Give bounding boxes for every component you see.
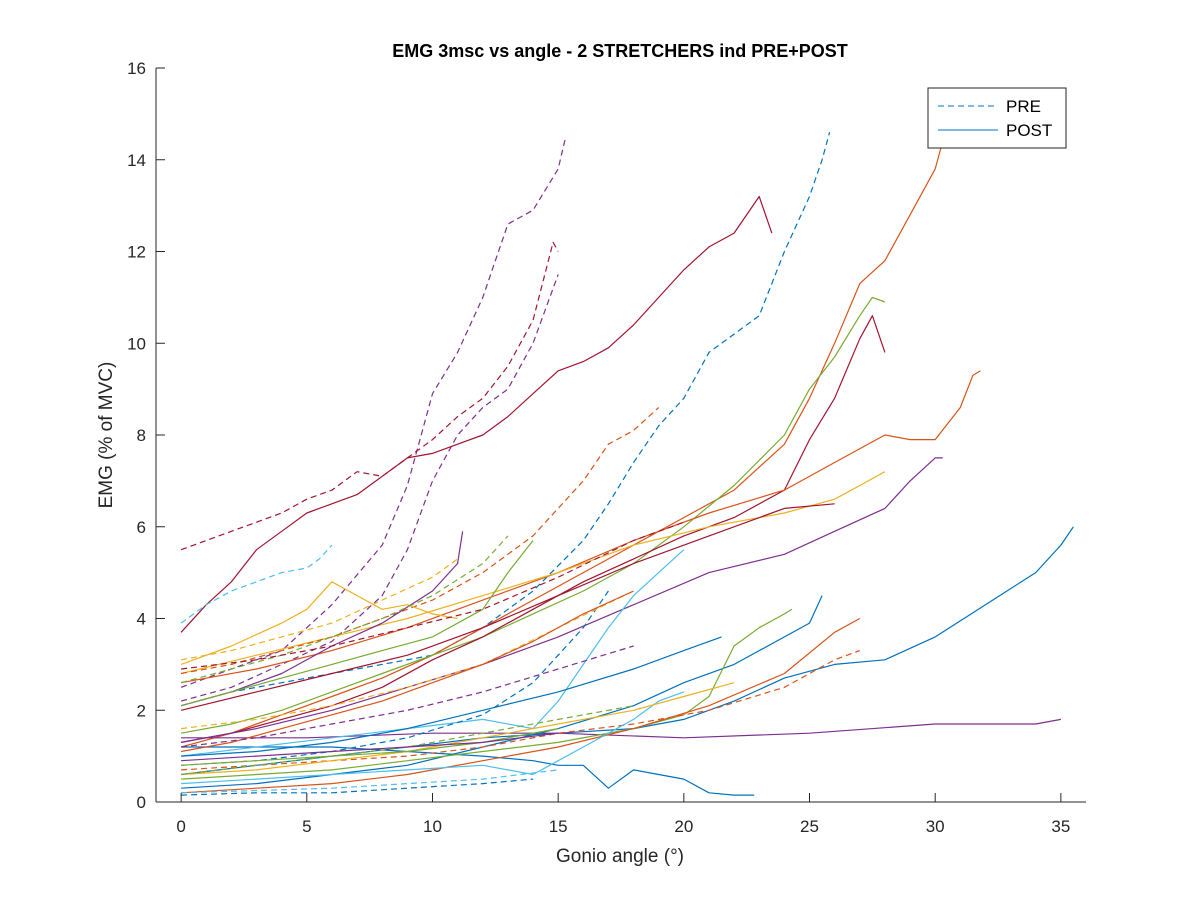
series-line-solid-33 [180,590,634,753]
x-axis-label: Gonio angle (°) [556,846,684,867]
series-line-dashed-39 [181,778,534,796]
series-line-solid-31 [181,682,735,776]
legend-label-post: POST [1006,121,1052,140]
series-line-solid-8 [180,370,981,684]
plot-area: 0 5 10 15 20 25 30 35 0 2 4 6 8 10 12 14 16 [127,59,1086,836]
y-ticks: 0 2 4 6 8 10 12 14 16 [127,59,165,812]
y-axis-label: EMG (% of MVC) [96,362,117,509]
series-line-dashed-21 [180,544,333,624]
series-line-dashed-18 [181,650,861,771]
series-line-solid-17 [181,617,861,794]
x-tick-label: 20 [674,817,693,836]
series-line-dashed-38 [181,769,559,794]
series-layer [180,132,1074,796]
legend: PRE POST [927,87,1067,149]
x-tick-label: 15 [549,817,568,836]
series-line-dashed-35 [181,705,634,776]
series-line-solid-26 [180,540,534,707]
y-tick-label: 12 [127,243,146,262]
x-tick-label: 10 [423,817,442,836]
chart-title: EMG 3msc vs angle - 2 STRETCHERS ind PRE… [392,41,848,61]
series-line-dashed-25 [180,535,509,684]
x-tick-label: 35 [1051,817,1070,836]
series-line-solid-37 [181,732,559,762]
series-line-solid-22 [180,581,458,665]
series-line-dashed-11 [180,407,660,675]
series-line-dashed-34 [181,645,634,748]
series-line-solid-3 [180,195,773,633]
legend-label-pre: PRE [1006,97,1041,116]
y-tick-label: 4 [137,610,146,629]
legend-box [927,87,1067,149]
y-tick-label: 2 [137,701,146,720]
series-line-solid-19 [181,549,685,757]
series-line-dashed-23 [180,558,458,661]
series-line-solid-14 [181,746,755,796]
series-line-solid-36 [181,728,559,766]
series-line-solid-24 [180,531,464,707]
x-tick-label: 30 [926,817,945,836]
series-line-solid-10 [180,457,943,743]
y-tick-label: 14 [127,151,146,170]
y-tick-label: 6 [137,518,146,537]
x-ticks: 0 5 10 15 20 25 30 35 [176,793,1070,836]
y-tick-label: 8 [137,426,146,445]
y-tick-label: 0 [137,793,146,812]
y-tick-label: 10 [127,334,146,353]
x-tick-label: 0 [176,817,185,836]
plot-background [156,68,1086,802]
y-tick-label: 16 [127,59,146,78]
x-tick-label: 5 [302,817,311,836]
x-tick-label: 25 [800,817,819,836]
series-line-solid-20 [181,691,685,785]
series-line-dashed-0 [180,136,567,688]
series-line-solid-27 [180,503,835,711]
series-line-dashed-2 [180,274,559,702]
series-line-solid-7 [180,315,886,743]
series-line-solid-29 [181,636,722,757]
series-line-solid-6 [180,296,886,734]
